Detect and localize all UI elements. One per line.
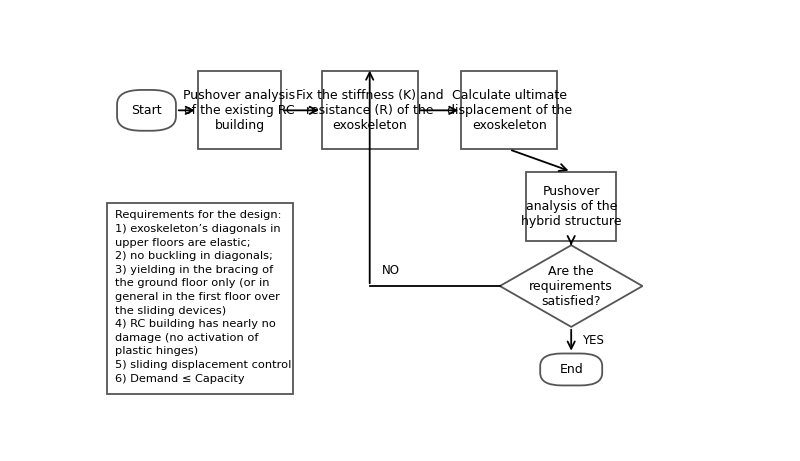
Polygon shape	[500, 245, 642, 327]
Text: Fix the stiffness (K) and
resistance (R) of the
exoskeleton: Fix the stiffness (K) and resistance (R)…	[296, 89, 443, 132]
FancyBboxPatch shape	[107, 203, 294, 394]
Text: Calculate ultimate
displacement of the
exoskeleton: Calculate ultimate displacement of the e…	[446, 89, 572, 132]
FancyBboxPatch shape	[198, 71, 282, 149]
FancyBboxPatch shape	[526, 171, 616, 241]
FancyBboxPatch shape	[322, 71, 418, 149]
Text: YES: YES	[582, 334, 604, 347]
Text: Are the
requirements
satisfied?: Are the requirements satisfied?	[530, 265, 613, 307]
Text: Pushover analysis
of the existing RC
building: Pushover analysis of the existing RC bui…	[183, 89, 295, 132]
Text: NO: NO	[382, 264, 400, 277]
Text: Pushover
analysis of the
hybrid structure: Pushover analysis of the hybrid structur…	[521, 185, 622, 228]
Text: Requirements for the design:
1) exoskeleton’s diagonals in
upper floors are elas: Requirements for the design: 1) exoskele…	[115, 210, 291, 384]
FancyBboxPatch shape	[117, 90, 176, 131]
Text: Start: Start	[131, 104, 162, 117]
Text: End: End	[559, 363, 583, 376]
FancyBboxPatch shape	[540, 354, 602, 385]
FancyBboxPatch shape	[461, 71, 558, 149]
